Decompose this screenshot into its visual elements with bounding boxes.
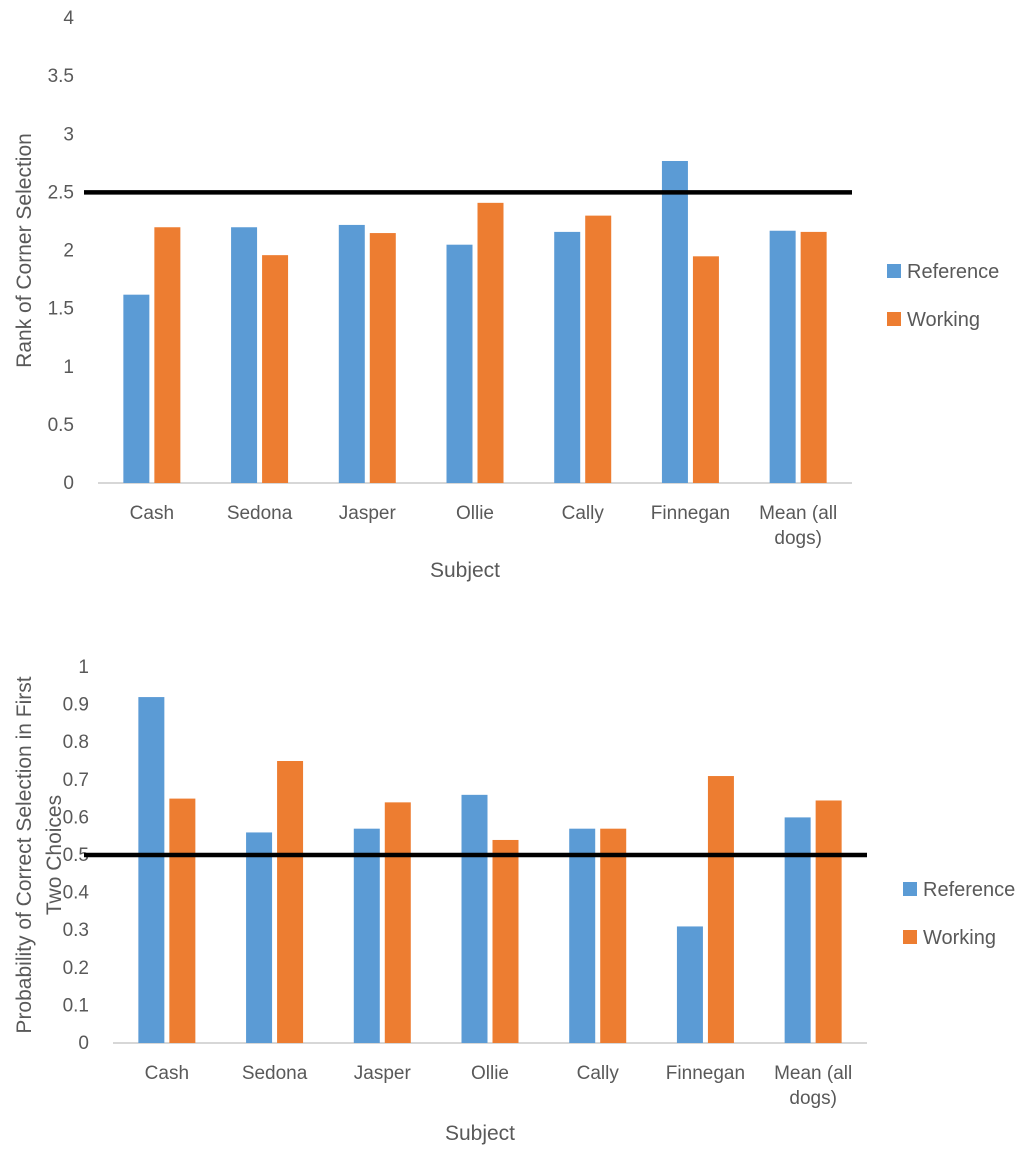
y-tick-label: 1 [78,657,89,678]
category-label: Ollie [471,1063,509,1084]
legend-swatch-reference [887,264,901,278]
y-tick-label: 0.5 [63,845,89,866]
y-tick-label: 0.6 [63,807,89,828]
bar-reference-3 [461,794,488,1043]
legend-swatch-working [887,312,901,326]
y-tick-label: 2.5 [48,182,74,203]
bar-reference-6 [769,230,796,483]
y-tick-label: 0.8 [63,732,89,753]
chart-rank-of-corner-selection: 0 0.5 1 1.5 2 2.5 3 3.5 4 Cash Sedona Jasper Ollie Ca… [13,8,999,582]
bar-working-0 [169,798,196,1043]
bar-reference-5 [676,926,703,1043]
bar-reference-1 [231,227,258,483]
y-tick-label: 0.3 [63,920,89,941]
legend-swatch-working [903,930,917,944]
y-tick-label: 3.5 [48,66,74,87]
chart-probability-correct-selection: 0 0.1 0.2 0.3 0.4 0.5 0.6 0.7 0.8 0.9 1 Cash Sedona J… [13,657,1015,1145]
bar-working-4 [600,828,627,1043]
category-label: Cally [577,1063,620,1084]
bar-reference-0 [123,294,150,483]
bar-working-3 [477,202,504,483]
category-label: Sedona [242,1063,308,1084]
bar-working-4 [585,215,612,483]
y-axis-title: Rank of Corner Selection [13,133,36,368]
y-tick-label: 0.5 [48,415,74,436]
category-label: Cally [562,503,605,524]
bar-working-3 [492,839,519,1043]
bar-working-2 [369,233,396,483]
category-label: Jasper [339,503,397,524]
x-axis-title: Subject [445,1122,515,1145]
bar-reference-0 [138,697,165,1043]
y-tick-label: 1 [63,357,74,378]
bar-working-2 [384,802,411,1043]
bar-reference-3 [446,244,473,483]
y-axis-title: Probability of Correct Selection in Firs… [13,676,66,1033]
bar-reference-2 [353,828,380,1043]
bar-working-6 [800,231,827,483]
y-tick-label: 2 [63,241,74,262]
category-label: Mean (all dogs) [774,1063,852,1109]
y-tick-label: 4 [63,8,74,29]
y-tick-label: 0.9 [63,695,89,716]
y-tick-label: 0.2 [63,958,89,979]
legend-swatch-reference [903,882,917,896]
bar-reference-5 [661,160,688,484]
category-label: Sedona [227,503,293,524]
category-label: Mean (all dogs) [759,503,837,549]
bar-reference-1 [246,832,273,1043]
y-tick-label: 0.1 [63,995,89,1016]
bar-reference-2 [338,224,365,484]
legend-label-working: Working [923,927,996,949]
category-label: Ollie [456,503,494,524]
category-label: Finnegan [666,1063,745,1084]
y-tick-label: 0.7 [63,770,89,791]
category-label: Cash [130,503,174,524]
category-label: Cash [145,1063,189,1084]
category-label: Finnegan [651,503,730,524]
legend-label-reference: Reference [907,261,999,283]
bar-reference-4 [569,828,596,1043]
bar-working-1 [262,255,289,483]
y-tick-label: 0 [63,473,74,494]
y-tick-label: 1.5 [48,299,74,320]
bar-working-0 [154,227,181,483]
bar-reference-6 [784,817,811,1043]
legend-label-working: Working [907,309,980,331]
bar-reference-4 [554,231,581,483]
x-axis-title: Subject [430,559,500,582]
y-tick-label: 0.4 [63,883,90,904]
bar-working-5 [692,256,719,483]
bar-working-1 [277,761,304,1043]
category-label: Jasper [354,1063,412,1084]
bar-working-5 [707,776,734,1043]
bar-working-6 [815,800,842,1043]
legend-label-reference: Reference [923,879,1015,901]
y-tick-label: 0 [78,1033,89,1054]
y-tick-label: 3 [63,124,74,145]
